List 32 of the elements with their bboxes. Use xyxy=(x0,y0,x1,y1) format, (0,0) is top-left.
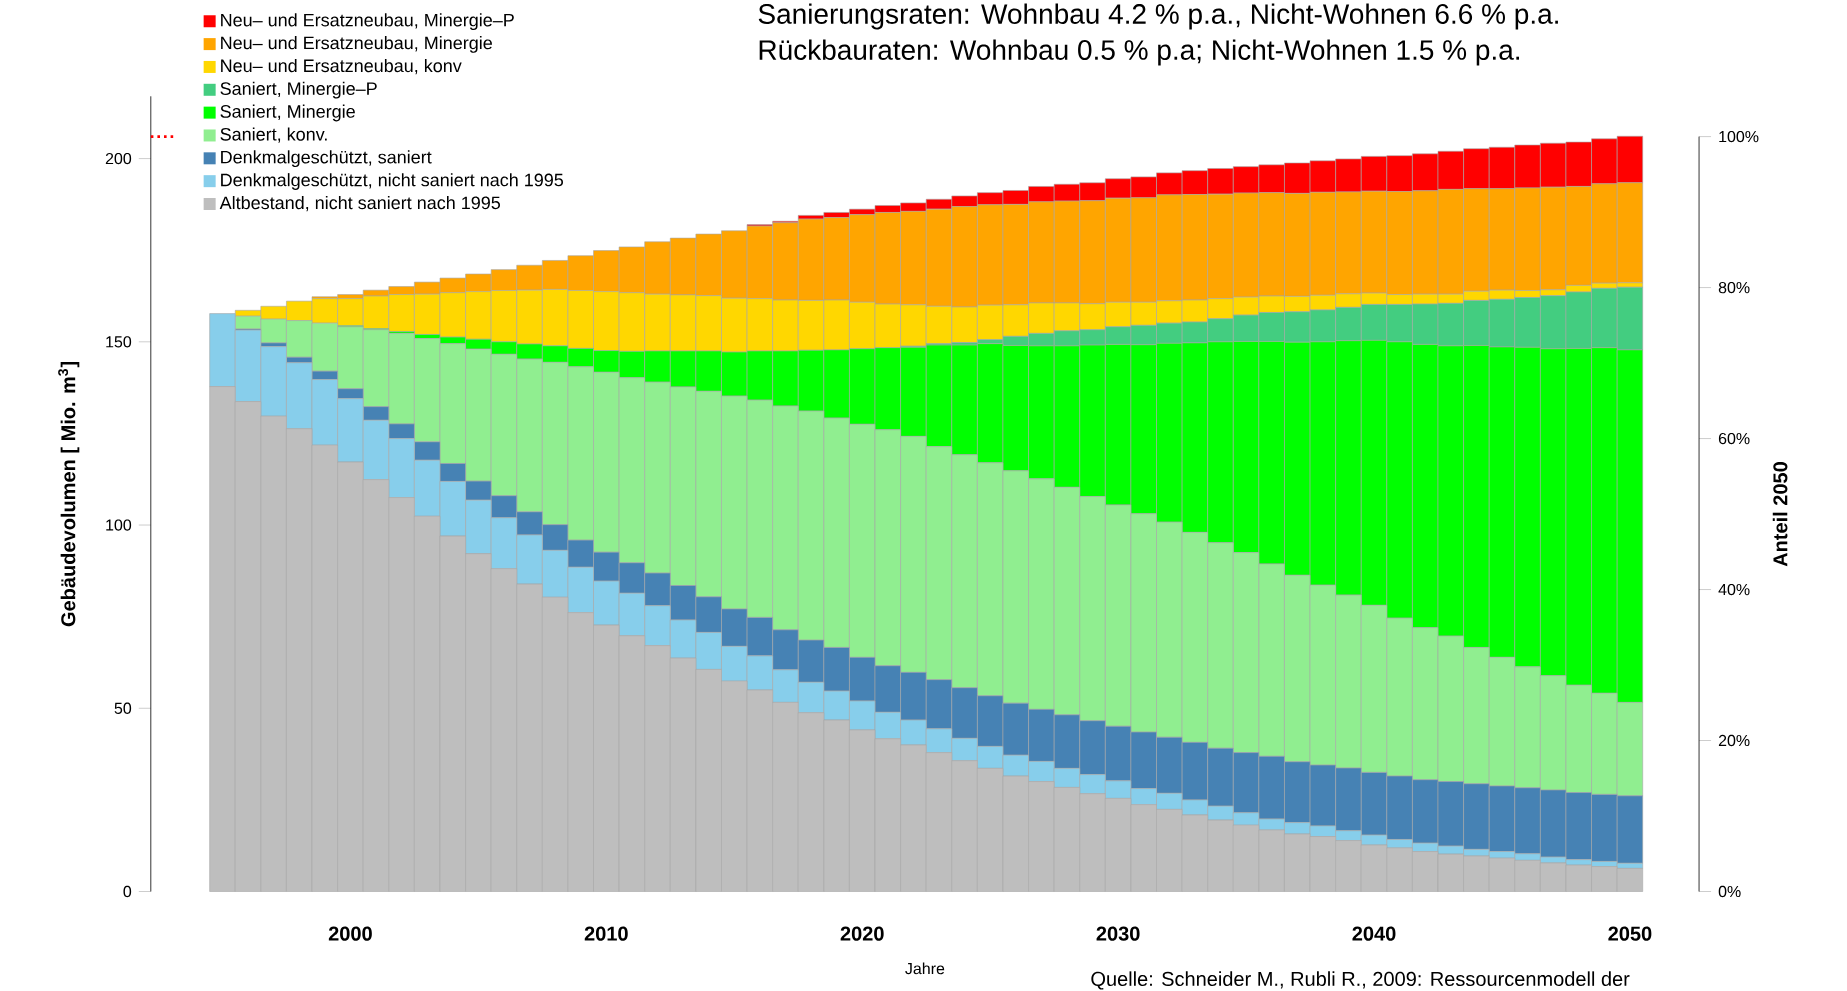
x-tick-label: 2020 xyxy=(840,926,884,941)
text: Sanierungsraten: Wohnbau 4.2 % p.a., Nicht-Wohnen 6.6 % p.a. xyxy=(758,3,1558,30)
y2-axis-title: Anteil 2050 xyxy=(1772,462,1788,567)
legend-label: Denkmalgeschützt, nicht saniert nach 1995 xyxy=(221,173,564,190)
legend-label: Saniert, Minergie–P xyxy=(220,81,377,99)
y2-tick-label: 40% xyxy=(1718,583,1750,596)
y-axis-title: Gebäudevolumen [ Mio. m$^{3}$] xyxy=(58,361,80,627)
legend-label: Saniert, Minergie xyxy=(220,104,355,122)
y2-tick-label: 60% xyxy=(1718,432,1750,445)
legend-label: Neu– und Ersatzneubau, Minergie–P xyxy=(221,13,514,31)
y-tick-label: 100 xyxy=(106,519,132,531)
y2-tick-label: 100% xyxy=(1719,130,1759,143)
y-tick-label: 50 xyxy=(114,702,132,714)
legend-label: Saniert, konv. xyxy=(220,127,327,143)
legend-label: Neu– und Ersatzneubau, Minergie xyxy=(221,36,492,53)
x-axis-title: Jahre xyxy=(905,962,945,975)
source-note: Quelle: Schneider M., Rubli R., 2009: Ressourcenmodell der xyxy=(1091,971,1630,990)
legend-label: Altbestand, nicht saniert nach 1995 xyxy=(219,195,501,212)
legend-label: Denkmalgeschützt, saniert xyxy=(221,150,432,168)
text: Rückbauraten: Wohnbau 0.5 % p.a; Nicht-Wohnen 1.5 % p.a. xyxy=(759,39,1520,66)
x-tick-label: 2040 xyxy=(1352,926,1396,941)
y-tick-label: 200 xyxy=(105,152,132,165)
y-tick-label: 150 xyxy=(106,336,132,348)
y2-tick-label: 0% xyxy=(1718,885,1741,898)
x-tick-label: 2000 xyxy=(328,926,372,941)
y2-tick-label: 80% xyxy=(1718,281,1750,294)
x-tick-label: 2050 xyxy=(1608,926,1652,941)
legend-label: Neu– und Ersatzneubau, konv xyxy=(221,58,462,75)
y-tick-label: 0 xyxy=(123,885,132,898)
x-tick-label: 2010 xyxy=(584,926,628,941)
y2-tick-label: 20% xyxy=(1718,734,1750,747)
x-tick-label: 2030 xyxy=(1096,926,1140,941)
